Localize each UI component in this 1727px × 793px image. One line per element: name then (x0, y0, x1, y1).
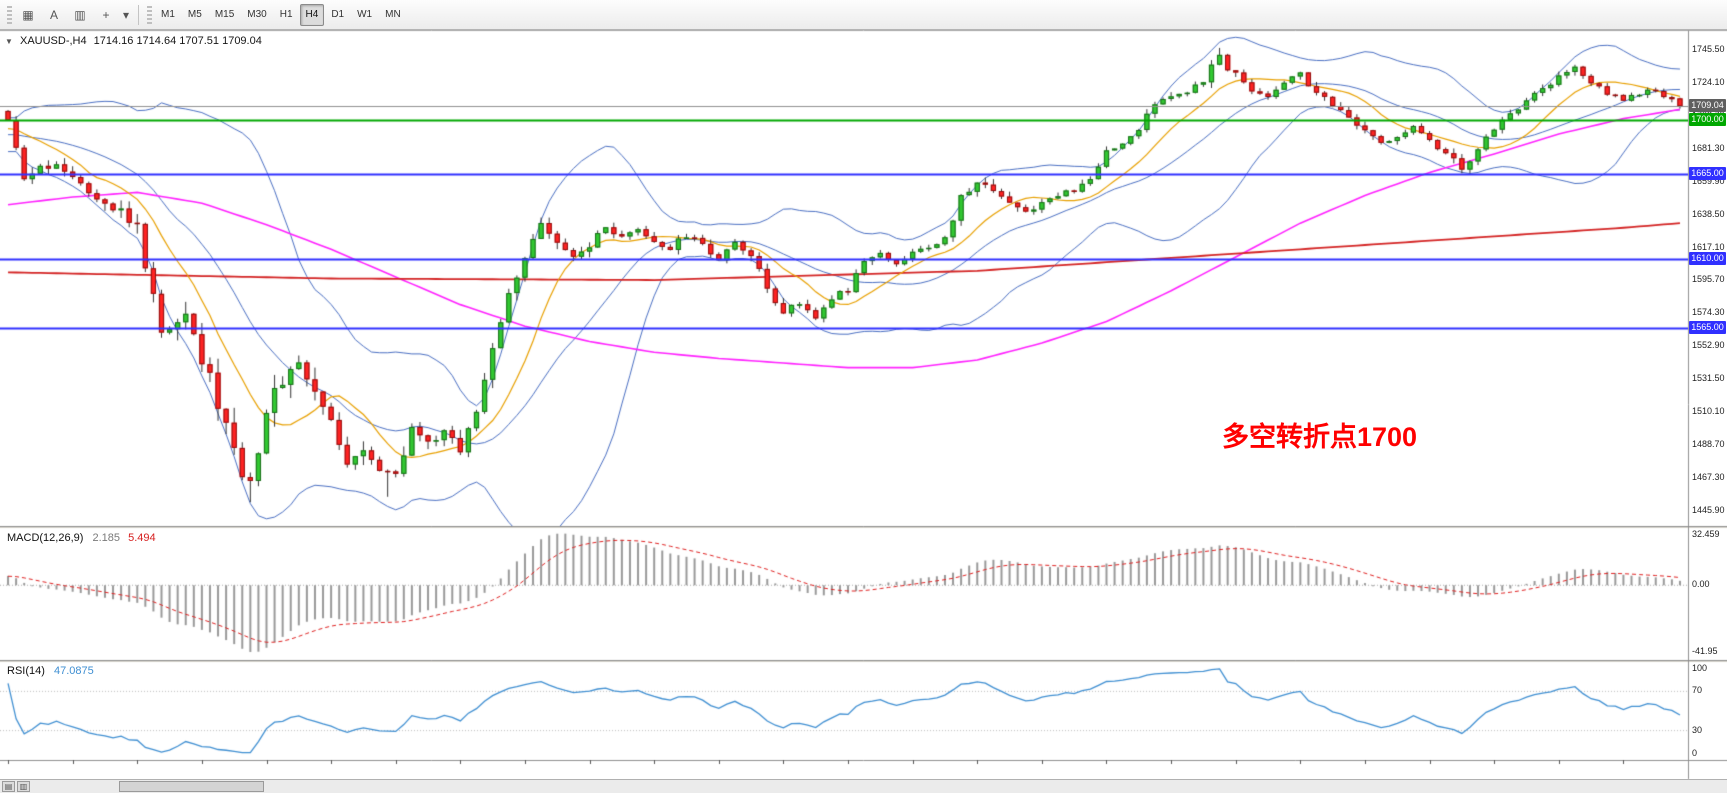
toolbar-icon-group: ▦ A ▥ + ▾ (15, 4, 133, 26)
rsi-axis-label: 30 (1692, 725, 1703, 735)
chart-title: XAUUSD-,H4 1714.16 1714.64 1707.51 1709.0… (20, 35, 262, 47)
price-badge-1700.00: 1700.00 (1689, 113, 1726, 126)
rsi-axis-label: 100 (1692, 663, 1708, 673)
toolbar-grip-2 (147, 5, 152, 24)
minimized-window-icon-2[interactable]: ▥ (17, 781, 30, 792)
price-axis-label: 1638.50 (1692, 209, 1725, 219)
bottom-scrollbar-thumb[interactable] (119, 781, 264, 792)
bottom-scrollbar: ▤ ▥ (0, 779, 1727, 793)
timeframe-H4-button[interactable]: H4 (299, 3, 325, 26)
timeframe-toolbar: M1 M5 M15 M30 H1 H4 D1 W1 MN (155, 3, 407, 26)
price-axis-label: 1445.90 (1692, 505, 1725, 515)
macd-axis-label: -41.95 (1692, 646, 1718, 656)
rsi-axis-label: 70 (1692, 685, 1703, 695)
price-axis-label: 1659.90 (1692, 176, 1725, 186)
candle-chart-icon[interactable]: ▥ (74, 7, 86, 22)
timeframe-H1-button[interactable]: H1 (279, 9, 293, 20)
rsi-name: RSI(14) (7, 665, 45, 677)
rsi-indicator-label: RSI(14) 47.0875 (7, 665, 94, 677)
timeframe-M5-button[interactable]: M5 (187, 9, 202, 20)
crosshair-icon[interactable]: + (102, 7, 110, 22)
price-axis-label: 1488.70 (1692, 439, 1725, 449)
price-axis-label: 1552.90 (1692, 340, 1725, 350)
price-badge-1610.00: 1610.00 (1689, 252, 1726, 265)
price-axis-label: 1595.70 (1692, 274, 1725, 284)
rsi-axis-label: 0 (1692, 748, 1698, 758)
price-axis-label: 1745.50 (1692, 44, 1725, 54)
macd-axis-label: 32.459 (1692, 529, 1720, 539)
minimized-window-icon[interactable]: ▤ (2, 781, 15, 792)
price-axis-label: 1531.50 (1692, 373, 1725, 383)
macd-name: MACD(12,26,9) (7, 532, 84, 544)
price-axis-label: 1724.10 (1692, 77, 1725, 87)
text-annotation-icon[interactable]: A (49, 7, 58, 22)
timeframe-D1-button[interactable]: D1 (331, 9, 345, 20)
ohlc-values: 1714.16 1714.64 1707.51 1709.04 (93, 35, 262, 47)
timeframe-M15-button[interactable]: M15 (214, 9, 235, 20)
timeframe-W1-button[interactable]: W1 (357, 9, 373, 20)
toolbar-dropdown-icon[interactable]: ▾ (122, 7, 130, 22)
toolbar-separator (138, 4, 139, 25)
timeframe-M1-button[interactable]: M1 (161, 9, 175, 20)
price-axis-label: 1681.30 (1692, 143, 1725, 153)
macd-signal-value: 5.494 (128, 532, 156, 544)
price-axis-label: 1574.30 (1692, 307, 1725, 317)
timeframe-MN-button[interactable]: MN (385, 9, 401, 20)
price-badge-1665.00: 1665.00 (1689, 167, 1726, 180)
toolbar-grip (7, 5, 12, 24)
symbol-timeframe-label: XAUUSD-,H4 (20, 35, 87, 47)
macd-axis-label: 0.00 (1692, 579, 1710, 589)
macd-main-value: 2.185 (92, 532, 121, 544)
price-badge-1565.00: 1565.00 (1689, 321, 1726, 334)
timeframe-M30-button[interactable]: M30 (247, 9, 267, 20)
time-axis[interactable]: 9 Mar 202011 Mar 00:0012 Mar 08:0013 Mar… (0, 760, 1688, 779)
price-axis-label: 1617.10 (1692, 242, 1725, 252)
rsi-value: 47.0875 (53, 665, 94, 677)
chart-text-annotation[interactable]: 多空转折点1700 (1222, 422, 1418, 452)
price-axis-label: 1467.30 (1692, 472, 1725, 482)
toolbar: ▦ A ▥ + ▾ M1 M5 M15 M30 H1 H4 D1 W1 MN (0, 0, 1727, 30)
chart-symbol-dropdown-icon[interactable]: ▼ (5, 37, 13, 46)
price-badge-1709.04: 1709.04 (1689, 99, 1726, 112)
macd-indicator-label: MACD(12,26,9) 2.185 5.494 (7, 532, 156, 544)
price-axis-label: 1510.10 (1692, 406, 1725, 416)
tile-windows-icon[interactable]: ▦ (22, 7, 34, 22)
